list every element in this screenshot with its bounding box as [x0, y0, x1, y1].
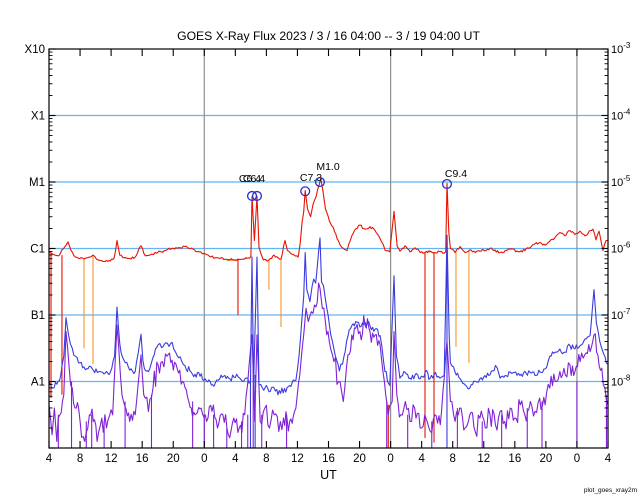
flare-circle-C9.4: [441, 178, 453, 190]
y-right-label-10^-8: 10-8: [611, 374, 631, 389]
x-tick-label: 4: [232, 453, 239, 465]
x-axis-title: UT: [320, 468, 337, 482]
x-tick-label: 8: [263, 453, 269, 465]
x-tick-label: 8: [450, 453, 456, 465]
y-right-label-10^-5: 10-5: [611, 174, 631, 189]
x-tick-label: 16: [322, 453, 335, 465]
y-left-label-C1: C1: [30, 244, 45, 256]
x-tick-label: 0: [574, 453, 580, 465]
y-right-label-10^-4: 10-4: [611, 108, 631, 123]
flare-events: C6.4C6.4 C7.3M1.0 C9.4: [239, 161, 467, 202]
x-tick-label: 12: [291, 453, 304, 465]
x-tick-label: 4: [418, 453, 425, 465]
x-tick-label: 12: [105, 453, 118, 465]
flare-circle-C7.3: [300, 186, 311, 197]
y-left-label-X1: X1: [31, 111, 45, 123]
flare-circle-C6.4: [251, 190, 263, 202]
x-tick-label: 0: [387, 453, 393, 465]
y-left-label-A1: A1: [31, 377, 45, 389]
y-left-label-M1: M1: [29, 177, 45, 189]
x-axis: 4 8 12 16 20 0 4 8 12 16 20 0 4 8 12 16 20 0 4 UT: [46, 49, 612, 482]
watermark-text: plot_goes_xray2m: [584, 487, 637, 494]
x-tick-label: 16: [136, 453, 149, 465]
y-left-label-X10: X10: [25, 44, 45, 56]
x-tick-label: 4: [46, 453, 53, 465]
chart-title: GOES X-Ray Flux 2023 / 3 / 16 04:00 -- 3…: [177, 29, 480, 43]
x-tick-label: 4: [605, 453, 612, 465]
flare-label-C7.3: C7.3: [300, 172, 322, 184]
x-tick-label: 12: [477, 453, 490, 465]
flare-label-M1.0: M1.0: [316, 161, 340, 173]
flare-circle-C6.4: [246, 190, 258, 202]
x-tick-label: 20: [353, 453, 366, 465]
x-tick-label: 20: [167, 453, 180, 465]
x-tick-label: 20: [539, 453, 552, 465]
flare-label-C6.4: C6.4: [243, 173, 265, 185]
flare-circle-M1.0: [314, 176, 326, 188]
y-axis: X10 X1 M1 C1 B1 A1 10-3 10-4 10-5 10-6 10-7 10-8: [25, 41, 631, 449]
y-right-label-10^-7: 10-7: [611, 307, 631, 322]
xray-long-curve: [48, 178, 608, 263]
xray-short-curve: [48, 234, 609, 396]
y-right-label-10^-3: 10-3: [611, 41, 631, 56]
y-left-label-B1: B1: [31, 310, 45, 322]
xray-short-2-curve: [48, 282, 609, 442]
flare-label-C6.4: C6.4: [239, 173, 261, 185]
flare-label-C9.4: C9.4: [445, 168, 467, 180]
x-tick-label: 8: [77, 453, 83, 465]
x-tick-label: 16: [508, 453, 521, 465]
x-tick-label: 0: [201, 453, 207, 465]
y-right-label-10^-6: 10-6: [611, 241, 631, 256]
